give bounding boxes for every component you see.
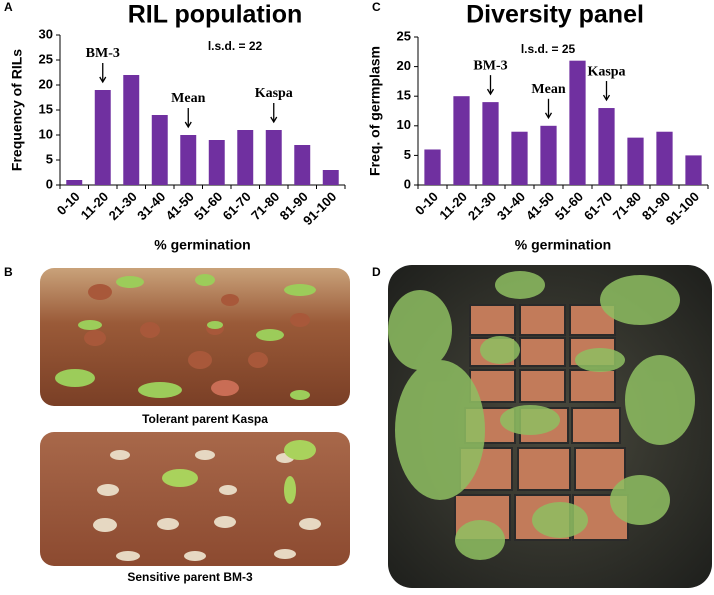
annotation-arrowhead [184, 121, 192, 129]
bar [511, 131, 528, 185]
y-tick-label: 20 [39, 76, 53, 91]
x-tick-label: 21-30 [106, 189, 140, 223]
bar [208, 140, 225, 185]
y-tick-label: 15 [397, 88, 411, 103]
annotation-arrowhead [602, 94, 611, 102]
bar [294, 145, 311, 185]
x-tick-label: 61-70 [220, 189, 254, 223]
x-tick-label: 71-80 [248, 189, 282, 223]
bar [322, 170, 339, 185]
x-axis-label: % germination [154, 237, 250, 253]
bar [237, 130, 254, 185]
y-tick-label: 10 [397, 117, 411, 132]
y-tick-label: 0 [46, 176, 53, 191]
panel-label: B [4, 265, 13, 279]
photo-caption: Sensitive parent BM-3 [127, 570, 253, 584]
annotation: BM-3 [86, 46, 120, 61]
annotation: Mean [171, 91, 205, 106]
y-tick-label: 5 [404, 147, 411, 162]
bar [151, 115, 168, 185]
panel-label: C [372, 0, 381, 14]
bar [598, 108, 615, 185]
x-tick-label: 71-80 [610, 189, 644, 223]
bar [685, 155, 702, 185]
annotation: Kaspa [587, 64, 625, 79]
bar [627, 137, 644, 185]
bar [656, 131, 673, 185]
bar [424, 149, 441, 185]
panel-label: D [372, 265, 381, 279]
chart-title: Diversity panel [466, 1, 644, 29]
x-axis-label: % germination [515, 237, 611, 253]
y-tick-label: 25 [397, 28, 411, 43]
bar [569, 60, 586, 185]
x-tick-label: 11-20 [78, 189, 112, 223]
x-tick-label: 31-40 [134, 189, 168, 223]
annotation: BM-3 [473, 58, 507, 73]
x-tick-label: 91-100 [663, 189, 702, 228]
x-tick-label: 51-60 [191, 189, 225, 223]
y-tick-label: 20 [397, 58, 411, 73]
x-tick-label: 11-20 [436, 189, 470, 223]
photo-sensitive [40, 432, 350, 566]
photo-caption: Tolerant parent Kaspa [142, 412, 268, 426]
y-tick-label: 15 [39, 101, 53, 116]
bar [180, 135, 197, 185]
bar [123, 75, 140, 185]
annotation: Mean [531, 82, 565, 97]
y-tick-label: 0 [404, 176, 411, 191]
x-tick-label: 21-30 [465, 189, 499, 223]
y-axis-label: Freq. of germplasm [367, 46, 383, 176]
annotation-arrowhead [99, 76, 107, 84]
chart-title: RIL population [128, 1, 303, 29]
bar [540, 125, 557, 185]
bar [453, 96, 470, 185]
annotation-arrowhead [486, 88, 495, 96]
x-tick-label: 41-50 [163, 189, 197, 223]
x-tick-label: 61-70 [581, 189, 615, 223]
annotation-arrowhead [270, 116, 278, 124]
y-axis-label: Frequency of RILs [9, 49, 25, 171]
x-tick-label: 41-50 [523, 189, 557, 223]
bar [482, 102, 499, 185]
annotation: l.s.d. = 25 [521, 42, 576, 56]
x-tick-label: 51-60 [552, 189, 586, 223]
bar [94, 90, 111, 185]
annotation: l.s.d. = 22 [208, 39, 263, 53]
bar [265, 130, 282, 185]
y-tick-label: 25 [39, 51, 53, 66]
photo-tolerant [40, 268, 350, 406]
x-tick-label: 31-40 [494, 189, 528, 223]
bar [66, 180, 83, 185]
y-tick-label: 10 [39, 126, 53, 141]
y-tick-label: 30 [39, 26, 53, 41]
y-tick-label: 5 [46, 151, 53, 166]
annotation-arrowhead [544, 112, 553, 120]
annotation: Kaspa [255, 86, 293, 101]
panel-label: A [4, 0, 13, 14]
photo-diversity-panel [388, 265, 712, 588]
